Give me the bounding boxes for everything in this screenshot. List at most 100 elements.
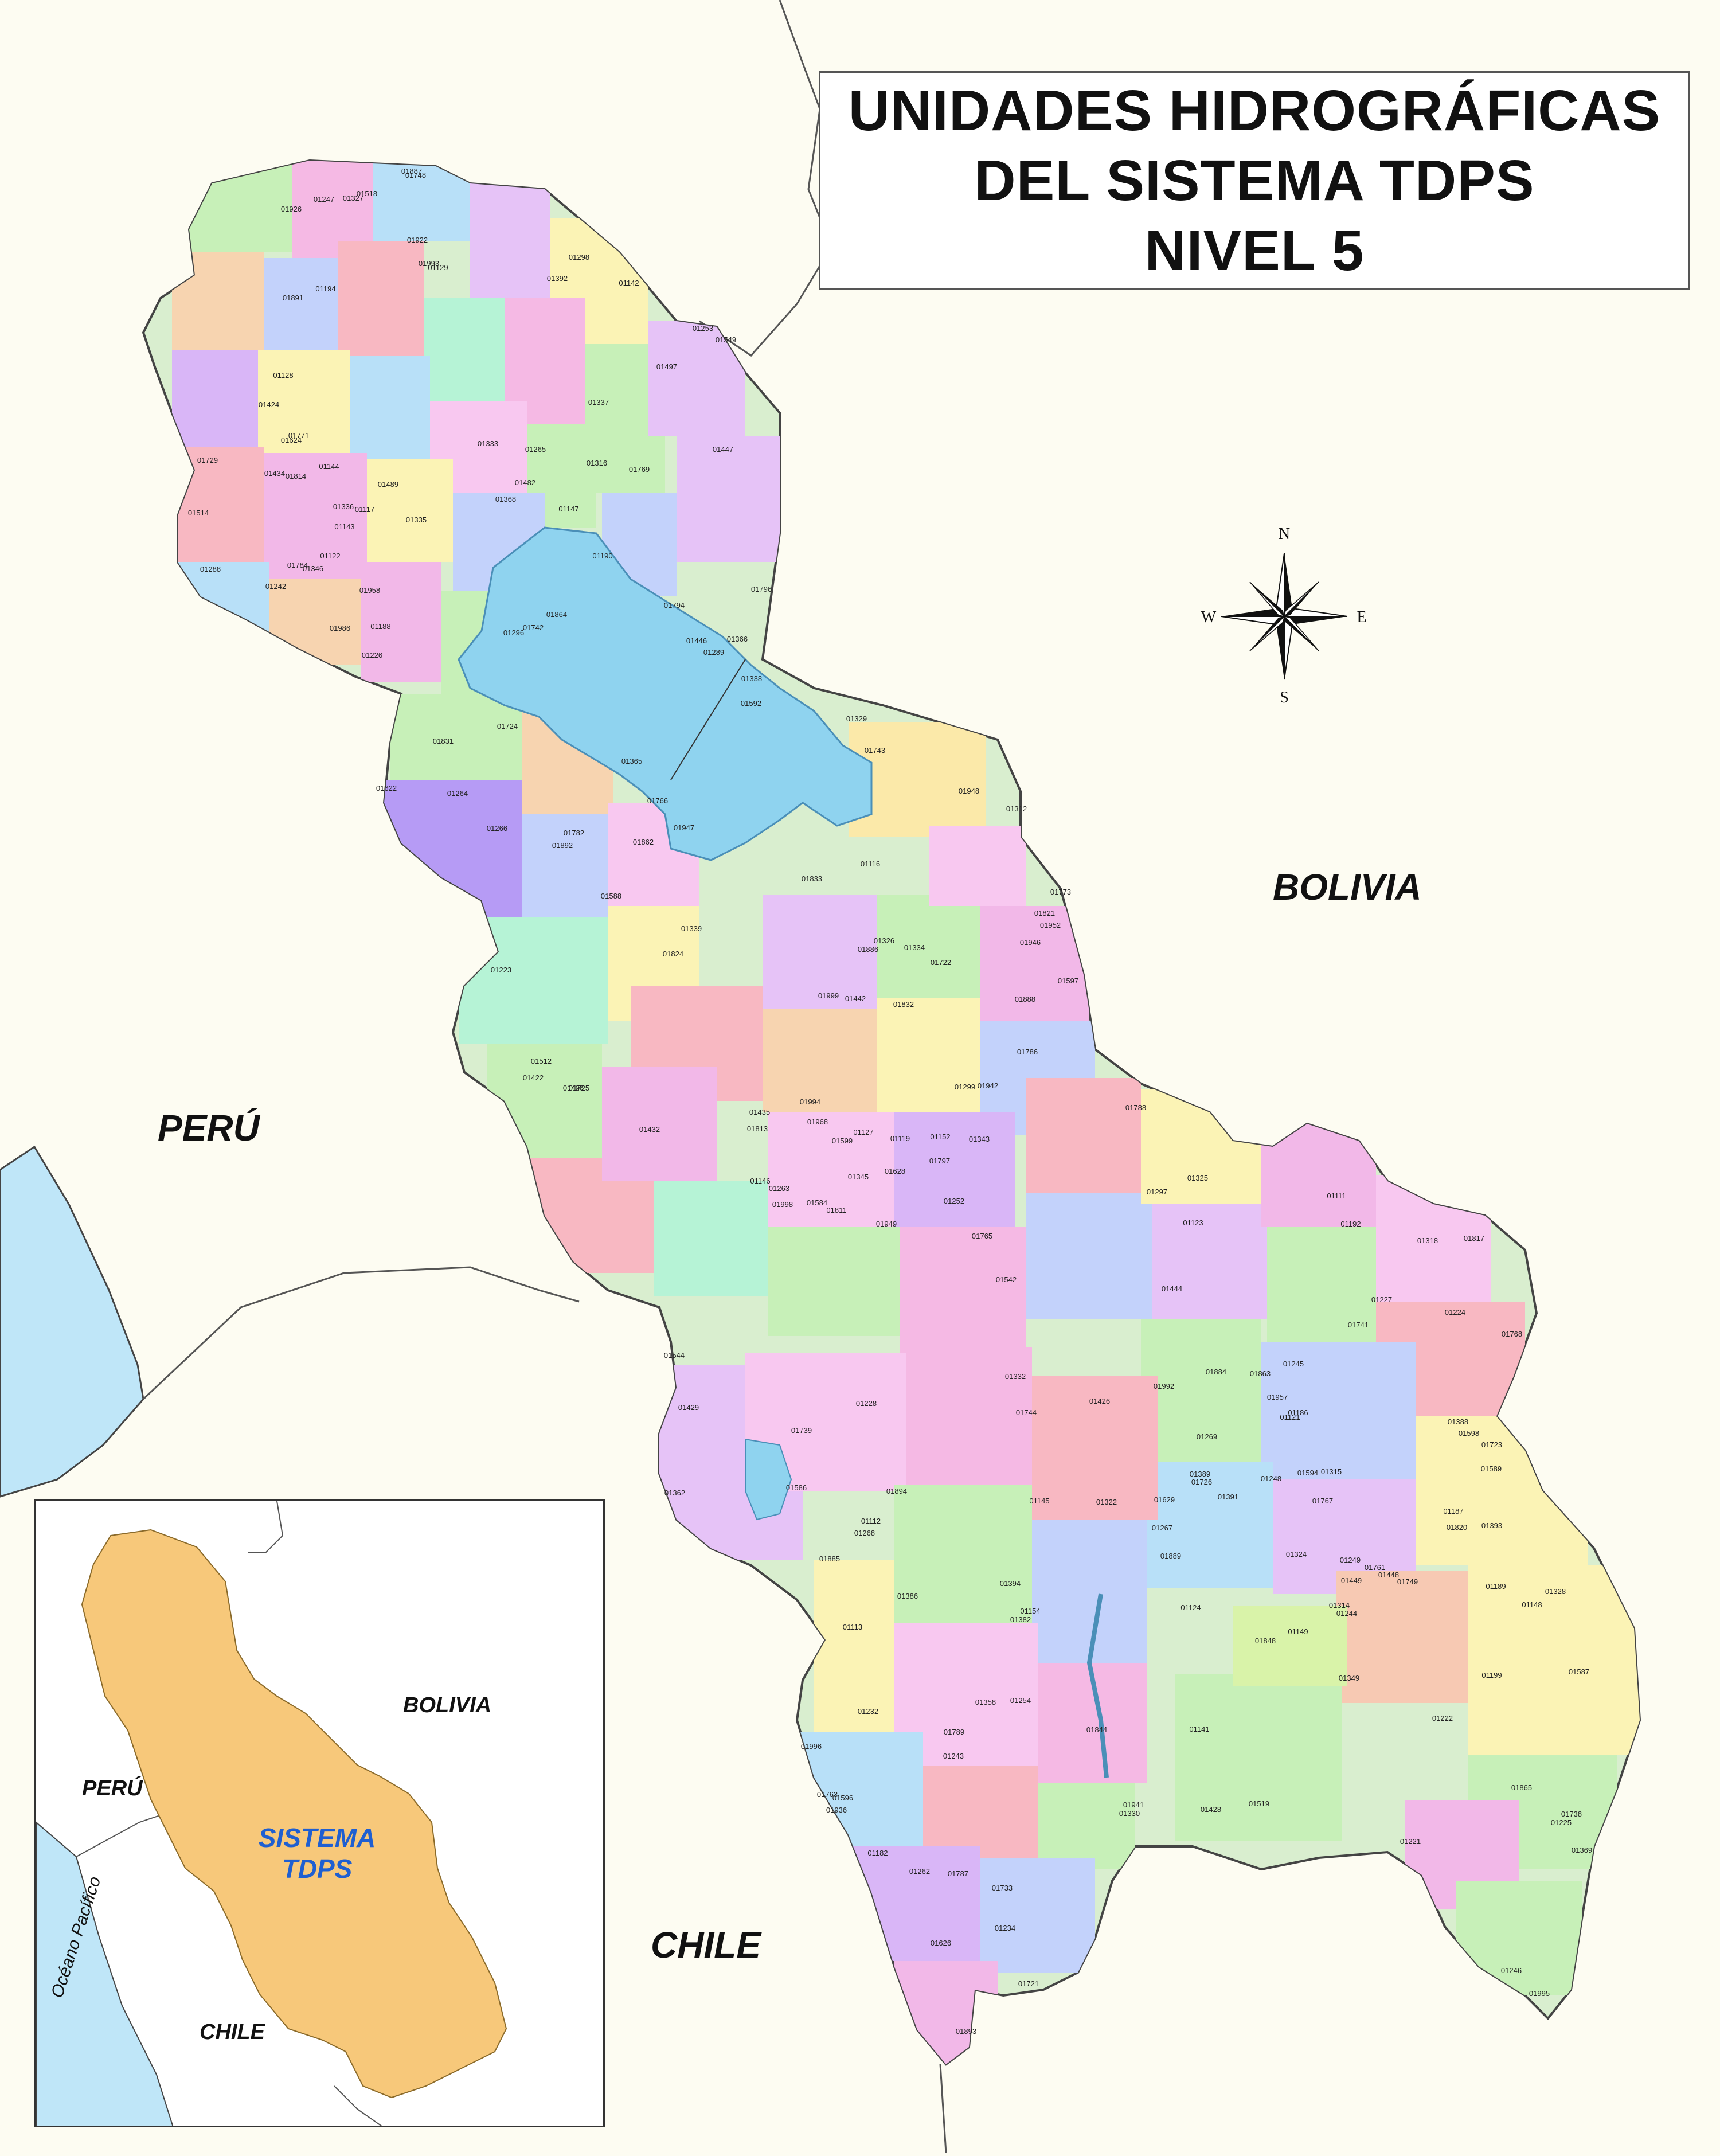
unit-code-label: 01519	[1249, 1799, 1269, 1808]
unit-code-label: 01154	[1020, 1607, 1040, 1615]
unit-code-label: 01864	[546, 610, 567, 619]
unit-code-label: 01624	[281, 436, 302, 444]
unit-code-label: 01449	[1341, 1576, 1362, 1585]
title-box: UNIDADES HIDROGRÁFICAS DEL SISTEMA TDPS …	[819, 71, 1690, 290]
unit-code-label: 01248	[1261, 1474, 1281, 1483]
unit-code-label: 01332	[1005, 1372, 1026, 1381]
unit-code-label: 01887	[401, 167, 422, 175]
inset-label-bolivia: BOLIVIA	[403, 1693, 492, 1717]
inset-system-label: SISTEMA TDPS	[248, 1822, 386, 1884]
inset-system-line-2: TDPS	[282, 1854, 353, 1884]
unit-code-label: 01382	[1010, 1615, 1031, 1624]
unit-code-label: 01394	[1000, 1579, 1021, 1588]
unit-code-label: 01312	[1006, 804, 1027, 813]
unit-code-label: 01544	[664, 1351, 685, 1360]
unit-code-label: 01242	[265, 582, 286, 591]
unit-code-label: 01892	[552, 841, 573, 850]
unit-code-label: 01891	[283, 294, 303, 302]
unit-code-label: 01434	[264, 469, 285, 478]
unit-code-label: 01789	[944, 1728, 964, 1736]
unit-code-label: 01761	[1365, 1563, 1385, 1572]
unit-code-label: 01886	[858, 945, 878, 954]
unit-code-label: 01447	[713, 445, 733, 454]
unit-code-label: 01142	[619, 279, 639, 287]
unit-code-label: 01768	[1502, 1330, 1522, 1338]
unit-code-label: 01885	[819, 1554, 840, 1563]
unit-code-label: 01314	[1329, 1601, 1350, 1610]
unit-code-label: 01584	[807, 1198, 827, 1207]
unit-code-label: 01749	[1397, 1577, 1418, 1586]
unit-code-label: 01820	[1447, 1523, 1467, 1532]
unit-code-label: 01264	[447, 789, 468, 798]
unit-code-label: 01262	[909, 1867, 930, 1876]
unit-code-label: 01946	[1020, 938, 1041, 947]
unit-code-label: 01725	[569, 1084, 589, 1092]
unit-code-label: 01738	[1561, 1810, 1582, 1818]
unit-code-label: 01724	[497, 722, 518, 731]
unit-code-label: 01267	[1152, 1524, 1172, 1532]
compass-w: W	[1201, 608, 1217, 626]
unit-code-label: 01298	[569, 253, 589, 261]
unit-code-label: 01743	[865, 746, 885, 755]
sub-basins	[172, 161, 1640, 2064]
unit-code-label: 01187	[1443, 1507, 1463, 1516]
unit-code-label: 01958	[359, 586, 380, 595]
unit-code-label: 01596	[832, 1794, 853, 1802]
unit-code-label: 01265	[525, 445, 546, 454]
unit-code-label: 01296	[503, 628, 524, 637]
unit-code-label: 01744	[1016, 1408, 1037, 1417]
unit-code-label: 01346	[303, 564, 323, 573]
unit-code-label: 01358	[975, 1698, 996, 1706]
unit-code-label: 01429	[678, 1403, 699, 1412]
unit-code-label: 01297	[1147, 1188, 1167, 1196]
unit-code-label: 01448	[1378, 1571, 1399, 1579]
unit-code-label: 01349	[1339, 1674, 1359, 1682]
unit-code-label: 01338	[741, 674, 762, 683]
unit-code-label: 01518	[357, 189, 377, 198]
unit-code-label: 01392	[547, 274, 568, 283]
unit-code-label: 01766	[647, 796, 668, 805]
unit-code-label: 01225	[1551, 1818, 1572, 1827]
unit-code-label: 01249	[1340, 1556, 1361, 1564]
unit-code-label: 01941	[1123, 1800, 1144, 1809]
unit-code-label: 01269	[1197, 1432, 1217, 1441]
unit-code-label: 01496	[563, 1084, 584, 1092]
lake-titicaca	[458, 526, 873, 861]
unit-code-label: 01362	[664, 1489, 685, 1497]
unit-code-labels: 01949 01986 01968 01946 01942 01993 01995 01998…	[188, 167, 1592, 2036]
unit-code-label: 01949	[876, 1220, 897, 1228]
label-bolivia: BOLIVIA	[1273, 866, 1422, 908]
lakes	[458, 526, 1109, 1778]
inset-tdps-system	[81, 1529, 507, 2099]
unit-code-label: 01391	[1218, 1493, 1238, 1501]
unit-code-label: 01748	[405, 171, 426, 179]
unit-code-label: 01141	[1189, 1725, 1209, 1733]
unit-code-label: 01995	[1529, 1989, 1550, 1998]
unit-code-label: 01594	[1297, 1468, 1318, 1477]
unit-code-label: 01862	[633, 838, 654, 846]
unit-code-label: 01121	[1280, 1413, 1300, 1421]
unit-code-label: 01228	[856, 1399, 877, 1408]
unit-code-label: 01389	[1190, 1470, 1210, 1478]
unit-code-label: 01948	[959, 787, 979, 795]
unit-code-label: 01729	[197, 456, 218, 464]
unit-code-label: 01626	[931, 1939, 951, 1947]
unit-code-label: 01893	[956, 2027, 976, 2036]
unit-code-label: 01773	[1050, 888, 1071, 896]
unit-code-label: 01586	[786, 1483, 807, 1492]
unit-code-label: 01733	[992, 1884, 1013, 1892]
unit-code-label: 01186	[1288, 1408, 1308, 1417]
unit-code-label: 01227	[1371, 1295, 1392, 1304]
unit-code-label: 01128	[273, 371, 293, 380]
compass-s: S	[1280, 689, 1289, 705]
unit-code-label: 01598	[1459, 1429, 1479, 1438]
unit-code-label: 01247	[314, 195, 334, 204]
unit-code-label: 01339	[681, 924, 702, 933]
unit-code-label: 01428	[1201, 1805, 1221, 1814]
unit-code-label: 01152	[930, 1132, 950, 1141]
unit-code-label: 01246	[1501, 1966, 1522, 1975]
unit-code-label: 01122	[320, 552, 340, 560]
unit-code-label: 01289	[703, 648, 724, 657]
unit-code-label: 01889	[1160, 1552, 1181, 1560]
inset-border-south	[334, 2085, 382, 2126]
